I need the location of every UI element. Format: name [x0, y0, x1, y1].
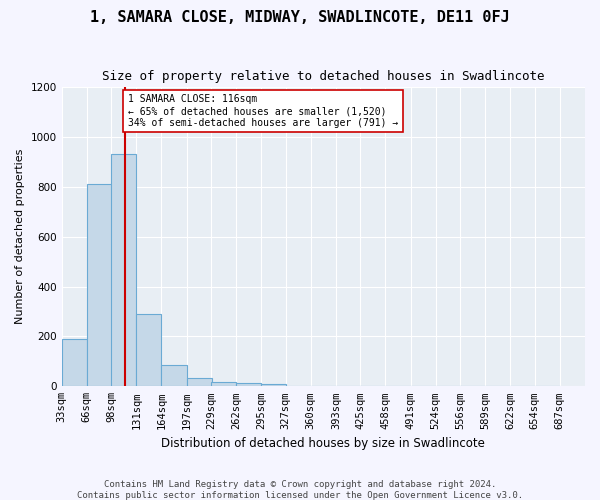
- Bar: [187, 378, 212, 386]
- Y-axis label: Number of detached properties: Number of detached properties: [15, 149, 25, 324]
- Bar: [111, 154, 136, 386]
- X-axis label: Distribution of detached houses by size in Swadlincote: Distribution of detached houses by size …: [161, 437, 485, 450]
- Title: Size of property relative to detached houses in Swadlincote: Size of property relative to detached ho…: [102, 70, 545, 83]
- Bar: [136, 314, 161, 386]
- Bar: [161, 365, 187, 386]
- Text: 1, SAMARA CLOSE, MIDWAY, SWADLINCOTE, DE11 0FJ: 1, SAMARA CLOSE, MIDWAY, SWADLINCOTE, DE…: [90, 10, 510, 25]
- Bar: [236, 384, 261, 386]
- Text: Contains HM Land Registry data © Crown copyright and database right 2024.
Contai: Contains HM Land Registry data © Crown c…: [77, 480, 523, 500]
- Text: 1 SAMARA CLOSE: 116sqm
← 65% of detached houses are smaller (1,520)
34% of semi-: 1 SAMARA CLOSE: 116sqm ← 65% of detached…: [128, 94, 398, 128]
- Bar: [62, 339, 87, 386]
- Bar: [261, 384, 286, 386]
- Bar: [211, 382, 236, 386]
- Bar: [87, 184, 112, 386]
